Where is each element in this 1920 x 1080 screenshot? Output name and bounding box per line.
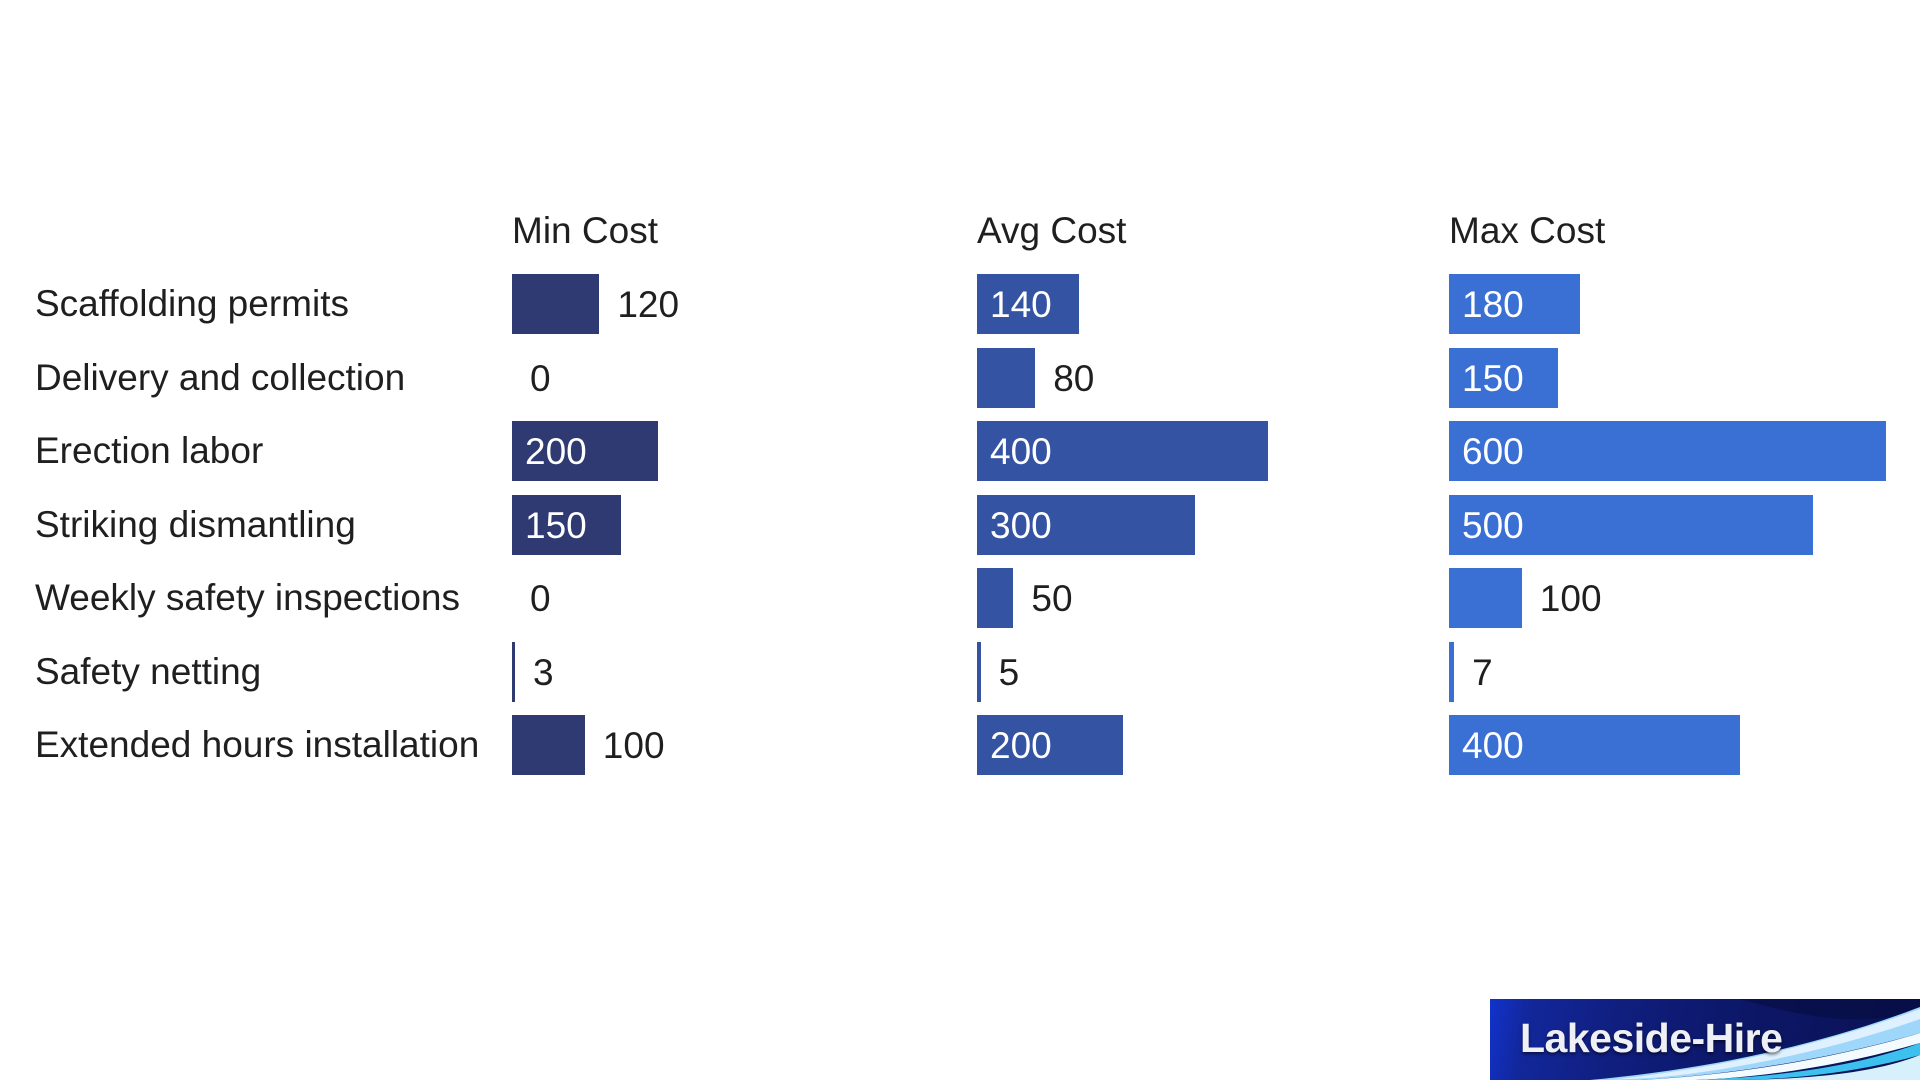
bar-value-label: 500 (1462, 504, 1524, 546)
bar-value-label: 100 (602, 725, 665, 766)
bar (1449, 494, 1813, 555)
bar (512, 421, 658, 481)
row-label: Erection labor (35, 430, 264, 471)
bar-value-label: 0 (530, 578, 551, 619)
bar (512, 274, 600, 334)
bar-value-label: 50 (1031, 578, 1073, 619)
row-label: Delivery and collection (35, 356, 406, 398)
bar-value-label: 150 (525, 504, 587, 546)
bar-value-label: 200 (990, 725, 1052, 766)
series-header-min-cost: Min Cost (512, 210, 658, 251)
bar-value-label: 600 (1462, 431, 1524, 472)
bar-value-label: 150 (1462, 357, 1524, 399)
row-label: Scaffolding permits (35, 283, 349, 324)
series-header-max-cost: Max Cost (1449, 210, 1606, 251)
bar (1449, 347, 1559, 408)
bar-value-label: 80 (1053, 357, 1095, 399)
bar (977, 347, 1036, 408)
row-label: Weekly safety inspections (35, 577, 461, 618)
bar (977, 494, 1196, 555)
bar-value-label: 120 (617, 284, 680, 325)
bar-value-label: 200 (525, 431, 587, 472)
bar-value-label: 400 (1462, 725, 1524, 766)
bar-value-label: 7 (1472, 651, 1493, 693)
bar (1449, 421, 1886, 481)
row-label: Extended hours installation (35, 724, 480, 765)
bar (977, 641, 981, 702)
bar-value-label: 5 (998, 651, 1020, 693)
bar-value-label: 300 (990, 504, 1052, 546)
bar (1449, 568, 1522, 628)
bar (512, 494, 622, 555)
bar (512, 715, 585, 775)
logo-text: Lakeside-Hire (1520, 1015, 1783, 1061)
bar-value-label: 180 (1462, 284, 1524, 325)
bar (1449, 715, 1741, 775)
bar (512, 641, 515, 702)
series-header-avg-cost: Avg Cost (977, 210, 1127, 251)
row-label: Striking dismantling (35, 503, 356, 545)
bar (977, 421, 1269, 481)
bar (1449, 641, 1455, 702)
bar-value-label: 3 (533, 651, 554, 693)
bar-value-label: 400 (990, 431, 1052, 472)
bar (977, 274, 1079, 334)
bar-value-label: 140 (990, 284, 1052, 325)
bar-value-label: 100 (1539, 578, 1602, 619)
bar (977, 715, 1123, 775)
logo-swoosh-graphic (1590, 999, 1920, 1080)
lakeside-hire-logo: Lakeside-Hire (1490, 999, 1920, 1080)
bar (977, 568, 1014, 628)
row-label: Safety netting (35, 650, 262, 692)
bar-value-label: 0 (530, 357, 551, 399)
bar (1449, 274, 1581, 334)
